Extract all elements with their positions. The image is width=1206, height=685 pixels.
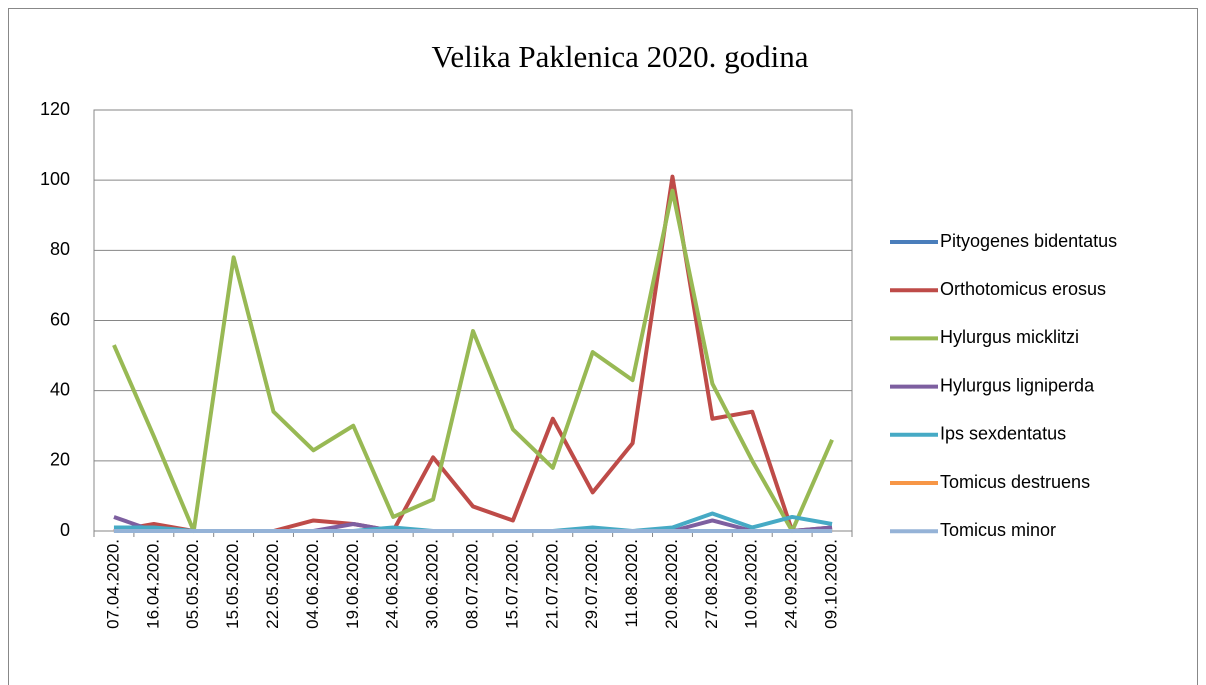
series-line [113, 174, 833, 533]
x-tick-label: 10.09.2020. [742, 539, 761, 629]
legend-label: Ips sexdentatus [940, 424, 1066, 444]
x-tick-label: 16.04.2020. [143, 539, 162, 629]
legend-label: Hylurgus ligniperda [940, 375, 1095, 395]
x-tick-label: 27.08.2020. [702, 539, 721, 629]
legend-label: Orthotomicus erosus [940, 279, 1106, 299]
y-tick-label: 0 [60, 520, 70, 540]
x-tick-label: 15.07.2020. [502, 539, 521, 629]
chart-border [8, 8, 1198, 685]
x-tick-label: 24.09.2020. [782, 539, 801, 629]
legend-label: Pityogenes bidentatus [940, 231, 1117, 251]
x-tick-label: 19.06.2020. [343, 539, 362, 629]
x-tick-label: 15.05.2020. [223, 539, 242, 629]
x-tick-label: 30.06.2020. [423, 539, 442, 629]
x-tick-label: 22.05.2020. [263, 539, 282, 629]
legend-label: Hylurgus micklitzi [940, 327, 1079, 347]
x-tick-label: 04.06.2020. [303, 539, 322, 629]
y-tick-label: 20 [50, 450, 70, 470]
y-tick-label: 100 [40, 169, 70, 189]
x-tick-label: 07.04.2020. [103, 539, 122, 629]
series-line [112, 188, 834, 533]
x-tick-label: 24.06.2020. [383, 539, 402, 629]
legend-label: Tomicus destruens [940, 472, 1090, 492]
legend-label: Tomicus minor [940, 520, 1056, 540]
x-tick-label: 11.08.2020. [622, 539, 641, 628]
chart-title: Velika Paklenica 2020. godina [431, 39, 808, 74]
y-tick-label: 120 [40, 99, 70, 119]
x-tick-label: 29.07.2020. [582, 539, 601, 629]
x-tick-label: 05.05.2020. [183, 539, 202, 629]
x-tick-label: 09.10.2020. [822, 539, 841, 629]
x-tick-label: 21.07.2020. [542, 539, 561, 629]
y-tick-label: 40 [50, 379, 70, 399]
x-tick-label: 08.07.2020. [462, 539, 481, 629]
y-tick-label: 80 [50, 239, 70, 259]
x-tick-label: 20.08.2020. [662, 539, 681, 629]
y-tick-label: 60 [50, 309, 70, 329]
